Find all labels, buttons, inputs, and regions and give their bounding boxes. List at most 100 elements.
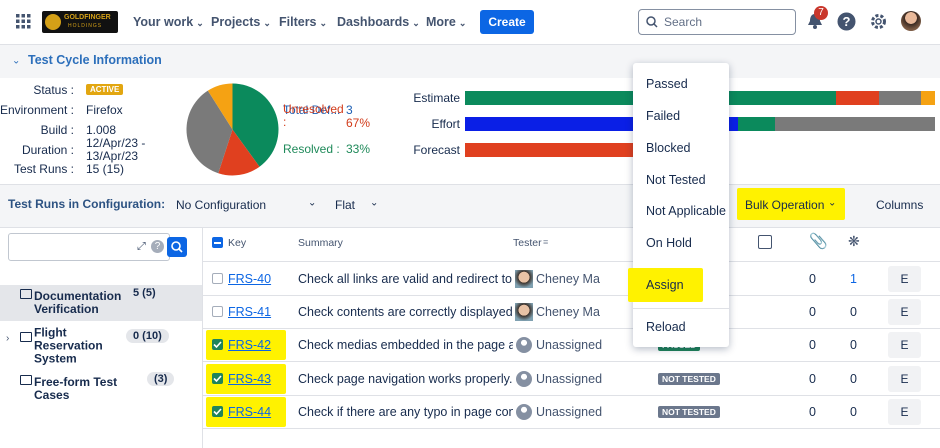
row-checkbox[interactable] — [212, 339, 223, 350]
search-icon — [167, 237, 187, 257]
defect-value: 3 — [346, 103, 353, 117]
expand-icon[interactable]: ⤢ — [137, 241, 146, 254]
tester: Unassigned — [536, 405, 602, 419]
nav-item[interactable]: More⌄ — [426, 15, 466, 29]
menu-item[interactable]: Not Tested — [646, 173, 706, 187]
svg-text:?: ? — [843, 14, 851, 29]
comment-count: 0 — [809, 338, 816, 352]
help-icon[interactable]: ? — [837, 12, 856, 31]
menu-item[interactable]: Reload — [646, 320, 686, 334]
tree-item[interactable]: Flight Reservation System — [34, 327, 104, 366]
progress-label: Forecast — [413, 143, 460, 157]
row-line — [203, 328, 940, 329]
help-icon[interactable]: ? — [151, 240, 164, 253]
columns-button[interactable]: Columns — [876, 198, 923, 212]
issue-key[interactable]: FRS-44 — [228, 405, 271, 419]
row-checkbox[interactable] — [212, 306, 223, 317]
issue-key[interactable]: FRS-43 — [228, 372, 271, 386]
execute-button[interactable]: E — [888, 399, 921, 425]
nav-item[interactable]: Filters⌄ — [279, 15, 327, 29]
tree-search-button[interactable] — [167, 237, 187, 257]
row-line — [203, 428, 940, 429]
nav-item[interactable]: Your work⌄ — [133, 15, 204, 29]
create-button[interactable]: Create — [480, 10, 534, 34]
view-select[interactable]: Flat — [335, 198, 355, 212]
nav-item[interactable]: Dashboards⌄ — [337, 15, 420, 29]
search-icon — [646, 16, 658, 28]
attachment-icon[interactable]: 📎 — [809, 232, 828, 250]
field-label: Build : — [41, 123, 74, 137]
check — [212, 373, 223, 384]
defect-count: 0 — [850, 305, 857, 319]
user-avatar[interactable] — [901, 11, 921, 31]
issue-key[interactable]: FRS-40 — [228, 272, 271, 286]
logo-subtext: HOLDINGS — [68, 23, 102, 29]
menu-item[interactable]: Passed — [646, 77, 688, 91]
check — [212, 406, 223, 417]
configuration-select[interactable]: No Configuration — [176, 198, 266, 212]
defect-count: 0 — [850, 405, 857, 419]
defect-value: 67% — [346, 116, 370, 130]
tree-item[interactable]: Documentation Verification — [34, 290, 122, 316]
menu-item[interactable]: Blocked — [646, 141, 690, 155]
summary: Check all links are valid and redirect t… — [298, 272, 513, 286]
tree-count: 0 (10) — [126, 329, 169, 343]
tester-avatar — [515, 270, 533, 288]
check — [212, 339, 223, 350]
filter-icon[interactable]: ≡ — [543, 237, 548, 247]
search-placeholder: Search — [664, 15, 702, 29]
section-title[interactable]: Test Cycle Information — [28, 53, 162, 67]
column-header[interactable]: Summary — [298, 237, 343, 249]
execute-button[interactable]: E — [888, 299, 921, 325]
nav-item[interactable]: Projects⌄ — [211, 15, 271, 29]
app-switcher[interactable] — [16, 14, 31, 29]
chevron: ⌄ — [412, 18, 420, 28]
expand-arrow[interactable]: › — [6, 333, 9, 344]
defect-icon[interactable]: ❋ — [848, 233, 860, 250]
status-chip: NOT TESTED — [658, 373, 720, 385]
column-header[interactable]: Key — [228, 237, 246, 249]
summary: Check if there are any typo in page cont… — [298, 405, 513, 419]
issue-key[interactable]: FRS-42 — [228, 338, 271, 352]
header-checkbox[interactable] — [212, 237, 223, 248]
execute-button[interactable]: E — [888, 332, 921, 358]
settings-icon[interactable] — [869, 12, 888, 31]
field-value: 12/Apr/23 - 13/Apr/23 — [86, 137, 178, 163]
view-chevron[interactable]: ⌄ — [370, 198, 378, 209]
field-value: 15 (15) — [86, 162, 124, 176]
summary: Check contents are correctly displayed. — [298, 305, 513, 319]
comment-count: 0 — [809, 272, 816, 286]
status-badge: ACTIVE — [86, 84, 123, 95]
column-header[interactable]: Tester — [513, 237, 542, 249]
menu-item[interactable]: Not Applicable — [646, 204, 726, 218]
configuration-chevron[interactable]: ⌄ — [308, 198, 316, 209]
menu-item[interactable]: On Hold — [646, 236, 692, 250]
menu-item[interactable]: Assign — [646, 278, 684, 292]
bulk-chevron[interactable]: ⌄ — [828, 198, 836, 209]
row-checkbox[interactable] — [212, 273, 223, 284]
defect-count: 0 — [850, 372, 857, 386]
collapse-chevron[interactable]: ⌄ — [12, 56, 20, 67]
bulk-operation-button[interactable]: Bulk Operation — [745, 198, 824, 212]
summary: Check page navigation works properly. — [298, 372, 513, 386]
row-checkbox[interactable] — [212, 406, 223, 417]
bulk-menu: Passed Failed Blocked Not Tested Not Applica… — [633, 63, 729, 347]
logo[interactable]: GOLDFINGER HOLDINGS — [42, 11, 118, 33]
summary: Check medias embedded in the page are l — [298, 338, 513, 352]
comments-icon[interactable] — [758, 235, 772, 249]
execute-button[interactable]: E — [888, 266, 921, 292]
search-box[interactable]: Search — [638, 9, 796, 35]
tester-avatar — [516, 337, 532, 353]
row-checkbox[interactable] — [212, 373, 223, 384]
chevron: ⌄ — [196, 18, 204, 28]
field-value: 1.008 — [86, 123, 116, 137]
comment-count: 0 — [809, 405, 816, 419]
issue-key[interactable]: FRS-41 — [228, 305, 271, 319]
execute-button[interactable]: E — [888, 366, 921, 392]
progress-segment — [879, 91, 921, 105]
menu-item[interactable]: Failed — [646, 109, 680, 123]
tester: Cheney Ma — [536, 305, 600, 319]
logo-icon — [45, 14, 61, 30]
tree-item[interactable]: Free-form Test Cases — [34, 376, 122, 402]
defect-value: 33% — [346, 142, 370, 156]
